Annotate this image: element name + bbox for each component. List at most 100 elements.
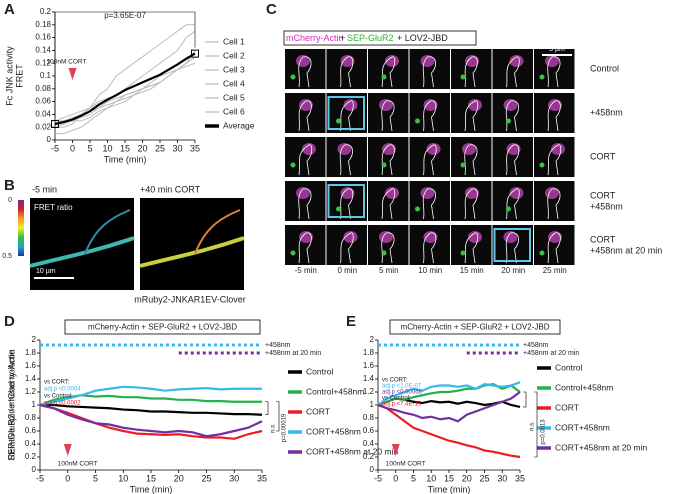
spine-outline	[298, 232, 312, 264]
actin-blob	[340, 187, 355, 199]
sep-dot	[336, 118, 341, 124]
chart-title: mCherry-Actin + SEP-GluR2 + LOV2-JBD	[88, 323, 237, 332]
sep-dot	[539, 162, 545, 168]
image-label: -5 min	[32, 184, 57, 194]
actin-blob	[423, 99, 438, 111]
legend-label: Control	[306, 366, 334, 376]
legend-label: Cell 6	[223, 106, 245, 116]
sep-dot	[506, 206, 511, 212]
legend-label: CORT+458nm	[555, 422, 610, 432]
x-tick-label: 10	[426, 473, 436, 483]
series-line	[55, 62, 196, 122]
image-tile	[492, 137, 533, 177]
actin-blob	[468, 99, 482, 111]
dendrite	[139, 236, 245, 268]
sep-dot	[336, 206, 341, 212]
actin-blob	[302, 143, 316, 155]
y-tick-label: 0.2	[363, 452, 375, 461]
image-tile	[285, 225, 326, 265]
x-tick-label: 35	[257, 473, 267, 483]
header-box	[283, 30, 477, 46]
panel-letter: C	[266, 1, 277, 18]
image-tile	[285, 181, 326, 221]
image-tile	[492, 49, 533, 89]
image-tile	[534, 137, 575, 177]
y-axis-label: Relative spine head volume	[6, 350, 16, 461]
highlight-box	[493, 228, 531, 262]
significance-bracket	[276, 401, 280, 432]
y-tick-label: 0	[370, 465, 375, 474]
image-tile	[451, 93, 492, 133]
spine-outline	[547, 188, 561, 220]
y-tick-label: 0.8	[25, 413, 37, 422]
colorbar-tick-label: 0.5	[2, 253, 12, 260]
title-box	[389, 319, 561, 335]
y-tick-label: 1.8	[25, 348, 37, 357]
spine-outline	[423, 100, 437, 132]
x-tick-label: 5	[411, 473, 416, 483]
sep-dot	[415, 118, 420, 124]
spine-outline	[422, 188, 436, 220]
sep-dot	[460, 250, 466, 256]
header-text: +	[340, 33, 345, 43]
series-line	[40, 403, 263, 416]
spine-outline	[298, 144, 313, 176]
image-tile	[368, 49, 409, 89]
spine-outline	[464, 100, 479, 132]
sep-dot	[290, 74, 296, 80]
series-line	[55, 56, 196, 135]
time-label: 10 min	[418, 266, 442, 275]
image-tile	[409, 181, 450, 221]
y-tick-label: 1.8	[363, 348, 375, 357]
annotation: adj.p <7.4E-15	[382, 402, 422, 408]
caption: mRuby2-JNKAR1EV-Clover	[134, 294, 246, 304]
y-tick-label: 1	[32, 400, 37, 409]
image-tile	[451, 225, 492, 265]
image-tile	[534, 225, 575, 265]
y-tick-label: 1.4	[25, 374, 37, 383]
row-label: CORT	[590, 234, 616, 244]
annotation: p=0.00019	[282, 413, 288, 442]
light-period-label: +458nm	[523, 342, 549, 349]
y-tick-label: 1.6	[25, 361, 37, 370]
image-tile	[451, 49, 492, 89]
spine-outline	[381, 188, 396, 220]
dendrite	[84, 209, 131, 255]
spine-outline	[506, 56, 520, 88]
spine-outline	[547, 144, 562, 176]
series-line	[377, 403, 521, 459]
image-tile	[409, 225, 450, 265]
annotation: p=0.0013	[541, 419, 547, 445]
actin-blob	[506, 143, 521, 155]
series-line	[39, 403, 263, 438]
y-tick-label: 0.14	[35, 46, 51, 55]
y-axis-label: Fc JNK activity	[4, 46, 14, 106]
y-tick-label: 0	[47, 135, 52, 144]
actin-blob	[382, 143, 396, 155]
x-axis-label: Time (min)	[104, 154, 147, 164]
y-tick-label: 0.1	[40, 71, 52, 80]
light-period-label: +458nm at 20 min	[523, 350, 579, 357]
legend-label: Cell 1	[223, 36, 245, 46]
cort-arrow	[68, 68, 77, 80]
x-tick-label: -5	[51, 143, 59, 153]
x-tick-label: 20	[462, 473, 472, 483]
actin-blob	[343, 231, 358, 243]
y-tick-label: 0.02	[35, 122, 51, 131]
actin-blob	[548, 231, 562, 243]
y-tick-label: 0.2	[40, 7, 52, 16]
x-tick-label: 5	[93, 473, 98, 483]
x-tick-label: 10	[102, 143, 112, 153]
x-tick-label: 20	[137, 143, 147, 153]
overlay-label: FRET ratio	[34, 203, 73, 212]
legend-label: Control+458nm	[306, 386, 364, 396]
row-label: +458nm	[590, 201, 623, 211]
spine-outline	[547, 100, 561, 132]
image-tile	[451, 137, 492, 177]
cort-arrow	[63, 444, 72, 456]
annotation: vs CORT:	[44, 380, 70, 386]
actin-blob	[509, 55, 524, 67]
image-tile	[368, 93, 409, 133]
annotation: vs Control:	[44, 394, 73, 400]
actin-blob	[465, 55, 479, 67]
